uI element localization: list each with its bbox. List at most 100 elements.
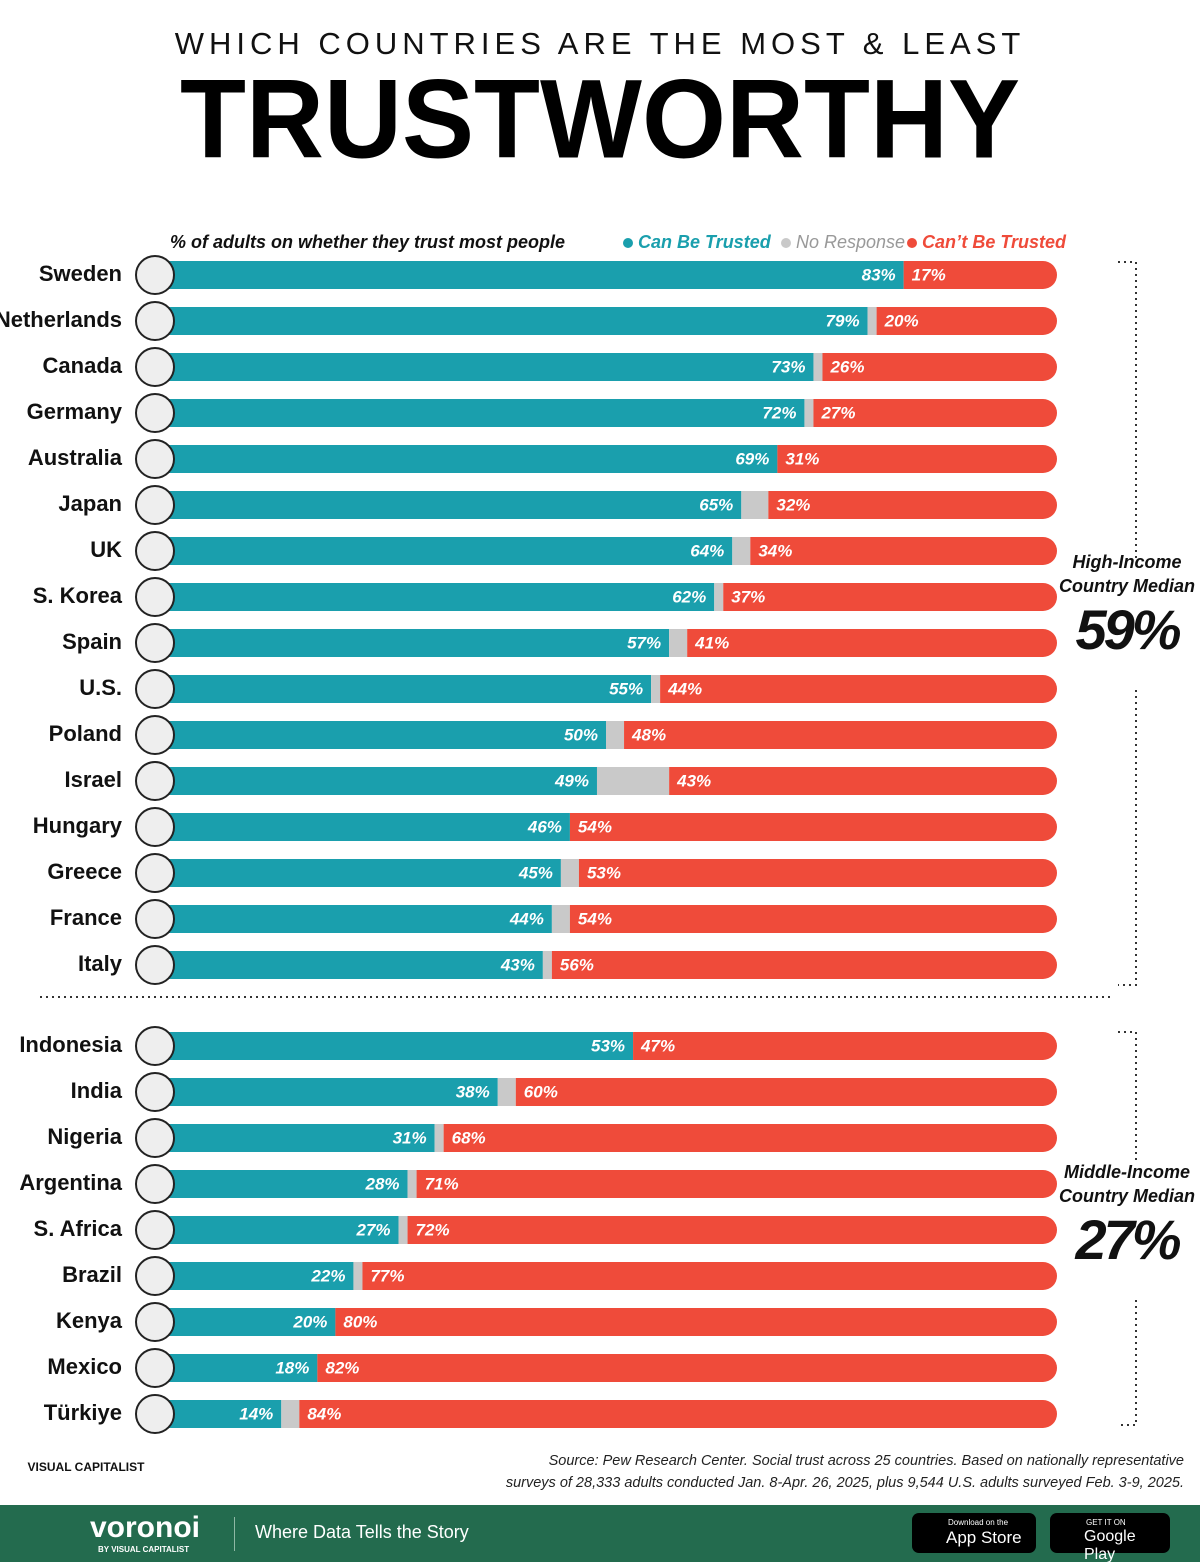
value-label: 53% <box>591 1036 625 1055</box>
bar-segment <box>155 445 778 473</box>
value-label: 80% <box>343 1312 377 1331</box>
bar-segment <box>434 1124 444 1152</box>
value-label: 62% <box>672 587 706 606</box>
bar-segment <box>155 951 543 979</box>
source: Source: Pew Research Center. Social trus… <box>506 1450 1184 1494</box>
value-label: 20% <box>292 1312 327 1331</box>
bar-segment <box>155 307 868 335</box>
value-label: 43% <box>676 771 711 790</box>
bar-segment <box>407 1170 417 1198</box>
value-label: 32% <box>776 495 810 514</box>
value-label: 64% <box>690 541 724 560</box>
value-label: 44% <box>667 679 702 698</box>
bar-segment <box>903 261 1057 289</box>
bar-segment <box>335 1308 1057 1336</box>
category-label: Germany <box>27 399 123 424</box>
bar-segment <box>281 1400 300 1428</box>
flag <box>135 1164 175 1204</box>
annotation-value: 59% <box>1075 598 1181 661</box>
flag <box>135 1210 175 1250</box>
value-label: 45% <box>518 863 553 882</box>
legend-marker <box>907 238 917 248</box>
value-label: 20% <box>884 311 919 330</box>
bar-segment <box>723 583 1057 611</box>
value-label: 82% <box>325 1358 359 1377</box>
category-label: Nigeria <box>47 1124 122 1149</box>
value-label: 22% <box>310 1266 345 1285</box>
google-play-badge[interactable]: GET IT ON Google Play <box>1050 1513 1170 1562</box>
bar-segment <box>155 1400 282 1428</box>
flag <box>135 1302 175 1342</box>
value-label: 72% <box>762 403 796 422</box>
bar-segment <box>569 813 1057 841</box>
brand-sub: BY VISUAL CAPITALIST <box>98 1545 190 1554</box>
bar-segment <box>155 1262 354 1290</box>
bar-segment <box>155 1078 498 1106</box>
value-label: 73% <box>771 357 805 376</box>
value-label: 83% <box>862 265 896 284</box>
annotation-label: High-Income Country Median <box>1058 552 1195 596</box>
category-label: Türkiye <box>44 1400 122 1425</box>
bar-segment <box>407 1216 1057 1244</box>
bar-segment <box>362 1262 1058 1290</box>
value-label: 60% <box>524 1082 558 1101</box>
category-label: S. Korea <box>33 583 123 608</box>
category-label: Israel <box>65 767 123 792</box>
value-label: 77% <box>370 1266 404 1285</box>
bar-segment <box>497 1078 516 1106</box>
bar-segment <box>155 1170 408 1198</box>
bar-segment <box>155 1308 336 1336</box>
category-label: Poland <box>49 721 122 746</box>
bar-segment <box>813 399 1057 427</box>
bar-segment <box>155 537 733 565</box>
flag <box>135 577 175 617</box>
category-label: Mexico <box>47 1354 122 1379</box>
value-label: 55% <box>609 679 643 698</box>
bar-segment <box>750 537 1057 565</box>
category-label: Indonesia <box>19 1032 122 1057</box>
flag <box>135 393 175 433</box>
category-label: Canada <box>43 353 123 378</box>
bracket <box>1118 1031 1137 1426</box>
category-label: UK <box>90 537 122 562</box>
bracket <box>1118 261 1137 986</box>
category-label: Sweden <box>39 261 122 286</box>
bar-segment <box>741 491 769 519</box>
category-label: Kenya <box>56 1308 123 1333</box>
bar-segment <box>768 491 1057 519</box>
bar-segment <box>155 767 597 795</box>
bar-segment <box>669 767 1057 795</box>
bar-segment <box>669 629 688 657</box>
badge-large: Google Play <box>1084 1528 1136 1562</box>
flag <box>135 853 175 893</box>
bar-segment <box>155 1216 399 1244</box>
bar-segment <box>515 1078 1057 1106</box>
value-label: 56% <box>560 955 594 974</box>
value-label: 43% <box>500 955 535 974</box>
flag <box>135 945 175 985</box>
legend-marker <box>623 238 633 248</box>
category-label: Italy <box>78 951 123 976</box>
bar-segment <box>398 1216 408 1244</box>
value-label: 47% <box>640 1036 675 1055</box>
value-label: 54% <box>578 817 612 836</box>
value-label: 27% <box>820 403 855 422</box>
bar-segment <box>443 1124 1057 1152</box>
app-store-badge[interactable]: Download on the App Store <box>912 1513 1036 1553</box>
bar-segment <box>155 1354 318 1382</box>
value-label: 71% <box>425 1174 459 1193</box>
bar-segment <box>732 537 751 565</box>
value-label: 17% <box>912 265 946 284</box>
value-label: 31% <box>785 449 819 468</box>
bar-segment <box>606 721 625 749</box>
flag <box>135 715 175 755</box>
bar-segment <box>155 629 670 657</box>
value-label: 27% <box>356 1220 391 1239</box>
value-label: 79% <box>826 311 860 330</box>
value-label: 65% <box>699 495 733 514</box>
value-label: 54% <box>578 909 612 928</box>
flag <box>135 347 175 387</box>
bar-segment <box>624 721 1057 749</box>
value-label: 44% <box>509 909 544 928</box>
